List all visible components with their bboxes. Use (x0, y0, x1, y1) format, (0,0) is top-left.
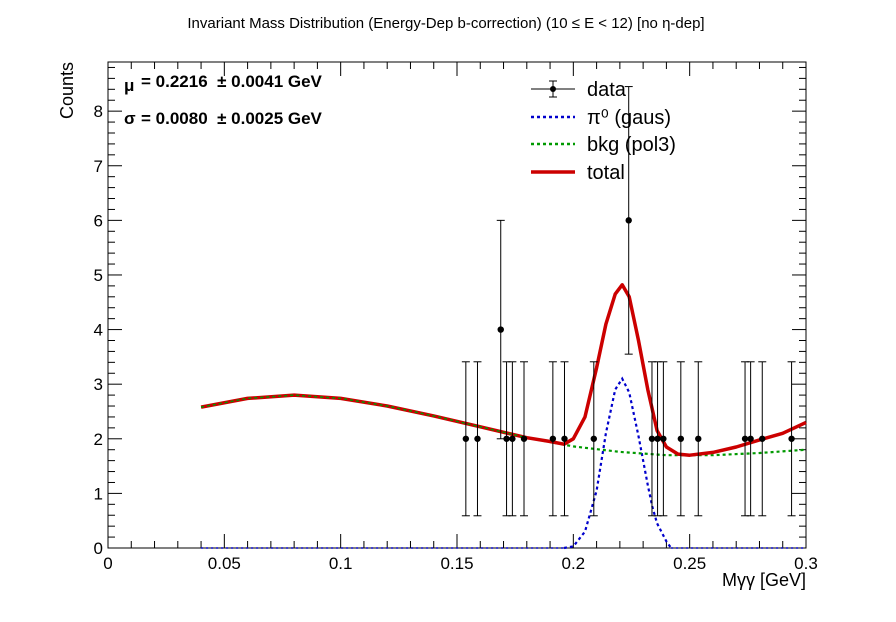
data-point (497, 326, 504, 333)
y-tick-labels: 0 1 2 3 4 5 6 7 8 (94, 102, 103, 558)
legend-entry-data: data (531, 79, 627, 101)
x-tick-labels: 0 0.05 0.1 0.15 0.2 0.25 0.3 (103, 554, 818, 573)
x-tick-label: 0.15 (440, 554, 473, 573)
legend-entry-bkg: bkg (pol3) (531, 134, 676, 156)
legend-total-label: total (587, 162, 625, 184)
data-point (788, 435, 795, 442)
data-point (741, 435, 749, 442)
x-tick-label: 0.3 (794, 554, 818, 573)
data-point (759, 435, 766, 442)
legend-entry-total: total (531, 162, 625, 184)
data-point (503, 435, 510, 442)
x-tick-label: 0 (103, 554, 112, 573)
pi0-gaus-curve (563, 376, 672, 550)
chart-title: Invariant Mass Distribution (Energy-Dep … (187, 15, 704, 32)
legend-pi0-label: π⁰ (gaus) (587, 107, 671, 129)
legend-bkg-label: bkg (pol3) (587, 134, 676, 156)
data-point (561, 435, 568, 442)
data-point (549, 435, 557, 442)
total-fit-curve (200, 283, 807, 457)
legend-data-marker (550, 86, 556, 92)
data-point (509, 435, 516, 442)
mu-symbol: μ (124, 76, 134, 95)
x-tick-label: 0.2 (562, 554, 586, 573)
mu-value: = 0.2216 ± 0.0041 GeV (141, 72, 323, 91)
data-point (648, 435, 656, 442)
plot-frame (107, 61, 807, 549)
y-tick-label: 1 (94, 484, 103, 503)
y-tick-label: 8 (94, 102, 103, 121)
data-point (474, 435, 481, 442)
data-point (520, 435, 528, 442)
data-point (590, 435, 598, 442)
y-tick-label: 4 (94, 321, 103, 340)
y-tick-label: 2 (94, 430, 103, 449)
x-tick-label: 0.05 (208, 554, 241, 573)
data-points (461, 86, 796, 517)
data-point (654, 435, 661, 442)
fit-curves (200, 283, 807, 550)
sigma-symbol: σ (124, 109, 136, 128)
y-tick-label: 0 (94, 539, 103, 558)
y-tick-label: 5 (94, 266, 103, 285)
sigma-value: = 0.0080 ± 0.0025 GeV (141, 109, 323, 128)
plot-area (107, 61, 807, 549)
legend-data-label: data (587, 79, 627, 101)
y-axis-label: Counts (57, 62, 77, 119)
data-point (747, 435, 754, 442)
fit-results: μ = 0.2216 ± 0.0041 GeV σ = 0.0080 ± 0.0… (124, 72, 323, 128)
data-point (695, 435, 702, 442)
x-axis-label: Mγγ [GeV] (722, 570, 806, 590)
data-point (677, 435, 685, 442)
axis-ticks (107, 62, 807, 549)
y-tick-label: 7 (94, 157, 103, 176)
bkg-overlay-curve (200, 394, 527, 439)
x-tick-label: 0.1 (329, 554, 353, 573)
data-point (625, 217, 632, 224)
y-tick-label: 6 (94, 211, 103, 230)
legend: data π⁰ (gaus) bkg (pol3) total (531, 79, 676, 184)
legend-entry-pi0: π⁰ (gaus) (531, 107, 671, 129)
y-tick-label: 3 (94, 375, 103, 394)
bkg-pol3-curve (200, 393, 807, 457)
data-point (660, 435, 667, 442)
x-tick-label: 0.25 (673, 554, 706, 573)
data-point (462, 435, 470, 442)
